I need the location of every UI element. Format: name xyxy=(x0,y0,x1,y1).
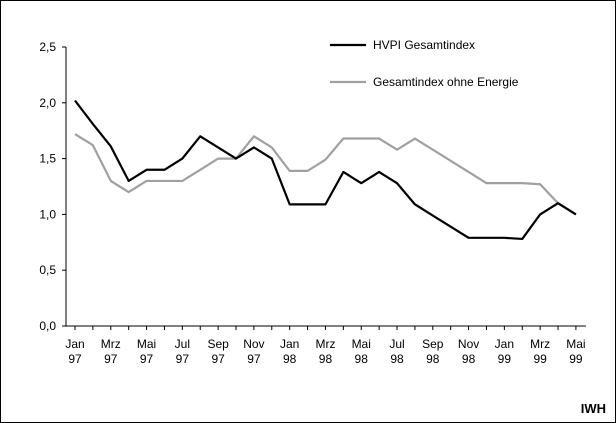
x-tick-label-part: Mai xyxy=(566,337,585,351)
y-tick-label: 1,5 xyxy=(39,152,56,166)
x-tick-label-part: Nov xyxy=(243,337,264,351)
x-tick-label-part: 99 xyxy=(569,352,583,366)
x-tick-label-part: 98 xyxy=(355,352,369,366)
x-tick-label: Sep 97 xyxy=(207,337,229,366)
x-tick-label-part: Mrz xyxy=(315,337,335,351)
x-tick-label: Mrz 98 xyxy=(315,337,335,366)
x-tick-label-part: 99 xyxy=(498,352,512,366)
x-tick-label-part: Jan xyxy=(495,337,514,351)
x-tick-label-part: 97 xyxy=(247,352,261,366)
x-tick-label-part: Mrz xyxy=(101,337,121,351)
x-tick-label-part: 97 xyxy=(176,352,190,366)
x-tick-label-part: Jan xyxy=(280,337,299,351)
x-tick-label-part: Mai xyxy=(352,337,371,351)
x-tick-label: Mrz 97 xyxy=(101,337,121,366)
x-tick-label-part: 97 xyxy=(104,352,118,366)
x-tick-label: Jul 97 xyxy=(175,337,190,366)
x-tick-label: Nov 97 xyxy=(243,337,264,366)
legend-label: Gesamtindex ohne Energie xyxy=(373,75,519,89)
y-tick-label: 0,0 xyxy=(39,319,56,333)
x-tick-label-part: Mai xyxy=(137,337,156,351)
x-tick-label-part: Sep xyxy=(207,337,229,351)
x-tick-label: Jan 99 xyxy=(495,337,514,366)
x-tick-label-part: Sep xyxy=(422,337,444,351)
x-tick-label: Sep 98 xyxy=(422,337,444,366)
x-tick-label: Mai 97 xyxy=(137,337,156,366)
x-tick-label-part: 97 xyxy=(140,352,154,366)
x-tick-label-part: Jul xyxy=(175,337,190,351)
x-tick-label-part: 98 xyxy=(426,352,440,366)
y-tick-label: 2,5 xyxy=(39,40,56,54)
x-tick-label-part: 98 xyxy=(390,352,404,366)
x-tick-label: Mai 98 xyxy=(352,337,371,366)
x-tick-label: Jan 97 xyxy=(65,337,84,366)
series-line xyxy=(74,99,577,241)
legend-label: HVPI Gesamtindex xyxy=(373,38,475,52)
x-tick-label-part: 98 xyxy=(283,352,297,366)
x-tick-label: Mrz 99 xyxy=(530,337,550,366)
y-tick-label: 2,0 xyxy=(39,96,56,110)
y-tick-label: 0,5 xyxy=(39,263,56,277)
x-tick-label-part: 98 xyxy=(462,352,476,366)
x-tick-label-part: Nov xyxy=(458,337,479,351)
series-line xyxy=(74,133,577,216)
x-tick-label-part: Jul xyxy=(389,337,404,351)
x-tick-label: Jan 98 xyxy=(280,337,299,366)
x-tick-label-part: 97 xyxy=(68,352,82,366)
x-tick-label-part: Mrz xyxy=(530,337,550,351)
source: IWH xyxy=(581,401,606,416)
x-tick-label-part: Jan xyxy=(65,337,84,351)
x-tick-label-part: 97 xyxy=(211,352,225,366)
x-tick-label: Nov 98 xyxy=(458,337,479,366)
x-tick-label-part: 99 xyxy=(533,352,547,366)
x-tick-label: Mai 99 xyxy=(566,337,585,366)
x-tick-label: Jul 98 xyxy=(389,337,404,366)
y-tick-label: 1,0 xyxy=(39,207,56,221)
x-tick-label-part: 98 xyxy=(319,352,333,366)
